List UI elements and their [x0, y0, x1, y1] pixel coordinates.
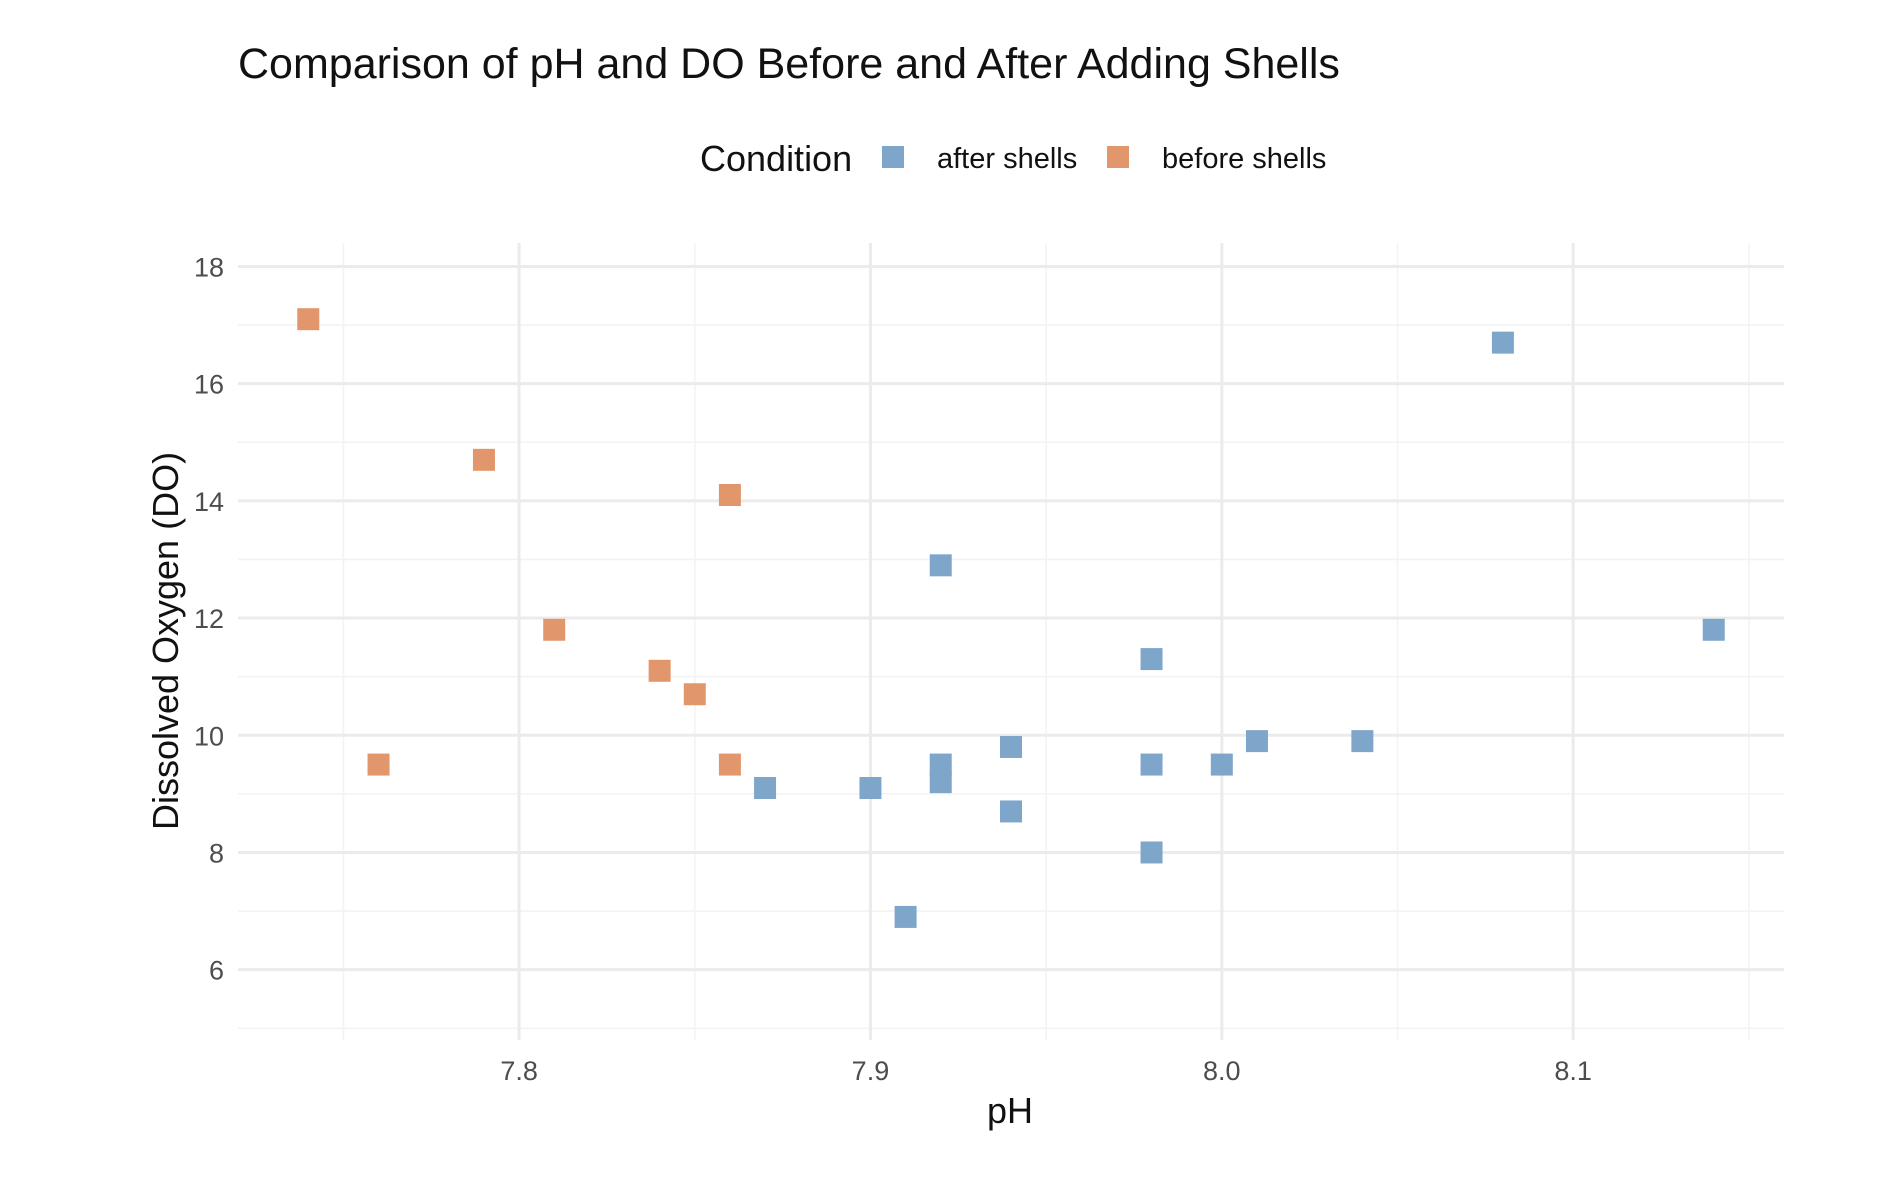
legend-label-after-shells: after shells [937, 143, 1077, 175]
grid [238, 243, 1784, 1040]
x-tick-label: 8.0 [1203, 1056, 1241, 1086]
x-axis-title: pH [987, 1090, 1033, 1131]
point-before-shells [718, 753, 741, 776]
point-after-shells [1140, 841, 1163, 864]
point-after-shells [1351, 730, 1374, 753]
x-tick-label: 8.1 [1554, 1056, 1592, 1086]
y-tick-label: 18 [194, 252, 224, 282]
point-after-shells [1702, 618, 1725, 641]
point-before-shells [472, 448, 495, 471]
legend-title: Condition [700, 138, 852, 179]
legend-swatch-after-shells [882, 146, 904, 168]
point-before-shells [718, 483, 741, 506]
x-tick-label: 7.9 [852, 1056, 890, 1086]
data-points [297, 308, 1725, 928]
point-after-shells [859, 777, 882, 800]
point-before-shells [543, 618, 566, 641]
axis-ticks: 7.8 7.9 8.0 8.1 6 8 10 12 14 16 18 [194, 252, 1592, 1086]
point-after-shells [894, 905, 917, 928]
y-axis-title: Dissolved Oxygen (DO) [145, 452, 186, 830]
chart-title: Comparison of pH and DO Before and After… [238, 40, 1340, 88]
point-after-shells [1245, 730, 1268, 753]
point-after-shells [1000, 735, 1022, 758]
point-before-shells [683, 683, 706, 706]
point-after-shells [754, 777, 777, 800]
point-before-shells [367, 753, 390, 776]
point-after-shells [1491, 331, 1514, 354]
y-tick-label: 16 [194, 370, 224, 400]
point-after-shells [929, 753, 952, 776]
y-tick-label: 10 [194, 721, 224, 751]
y-tick-label: 14 [194, 487, 224, 517]
point-before-shells [297, 308, 320, 331]
point-after-shells [929, 554, 952, 577]
point-after-shells [1140, 753, 1163, 776]
legend-swatch-before-shells [1107, 146, 1129, 168]
y-tick-label: 12 [194, 604, 224, 634]
y-tick-label: 6 [209, 956, 224, 986]
legend: Condition after shells before shells [700, 138, 1326, 179]
point-after-shells [929, 771, 952, 794]
point-after-shells [1140, 648, 1163, 671]
point-after-shells [1000, 800, 1022, 823]
y-tick-label: 8 [209, 838, 224, 868]
point-after-shells [1210, 753, 1233, 776]
x-tick-label: 7.8 [500, 1056, 538, 1086]
legend-label-before-shells: before shells [1162, 143, 1326, 175]
point-before-shells [648, 659, 671, 682]
